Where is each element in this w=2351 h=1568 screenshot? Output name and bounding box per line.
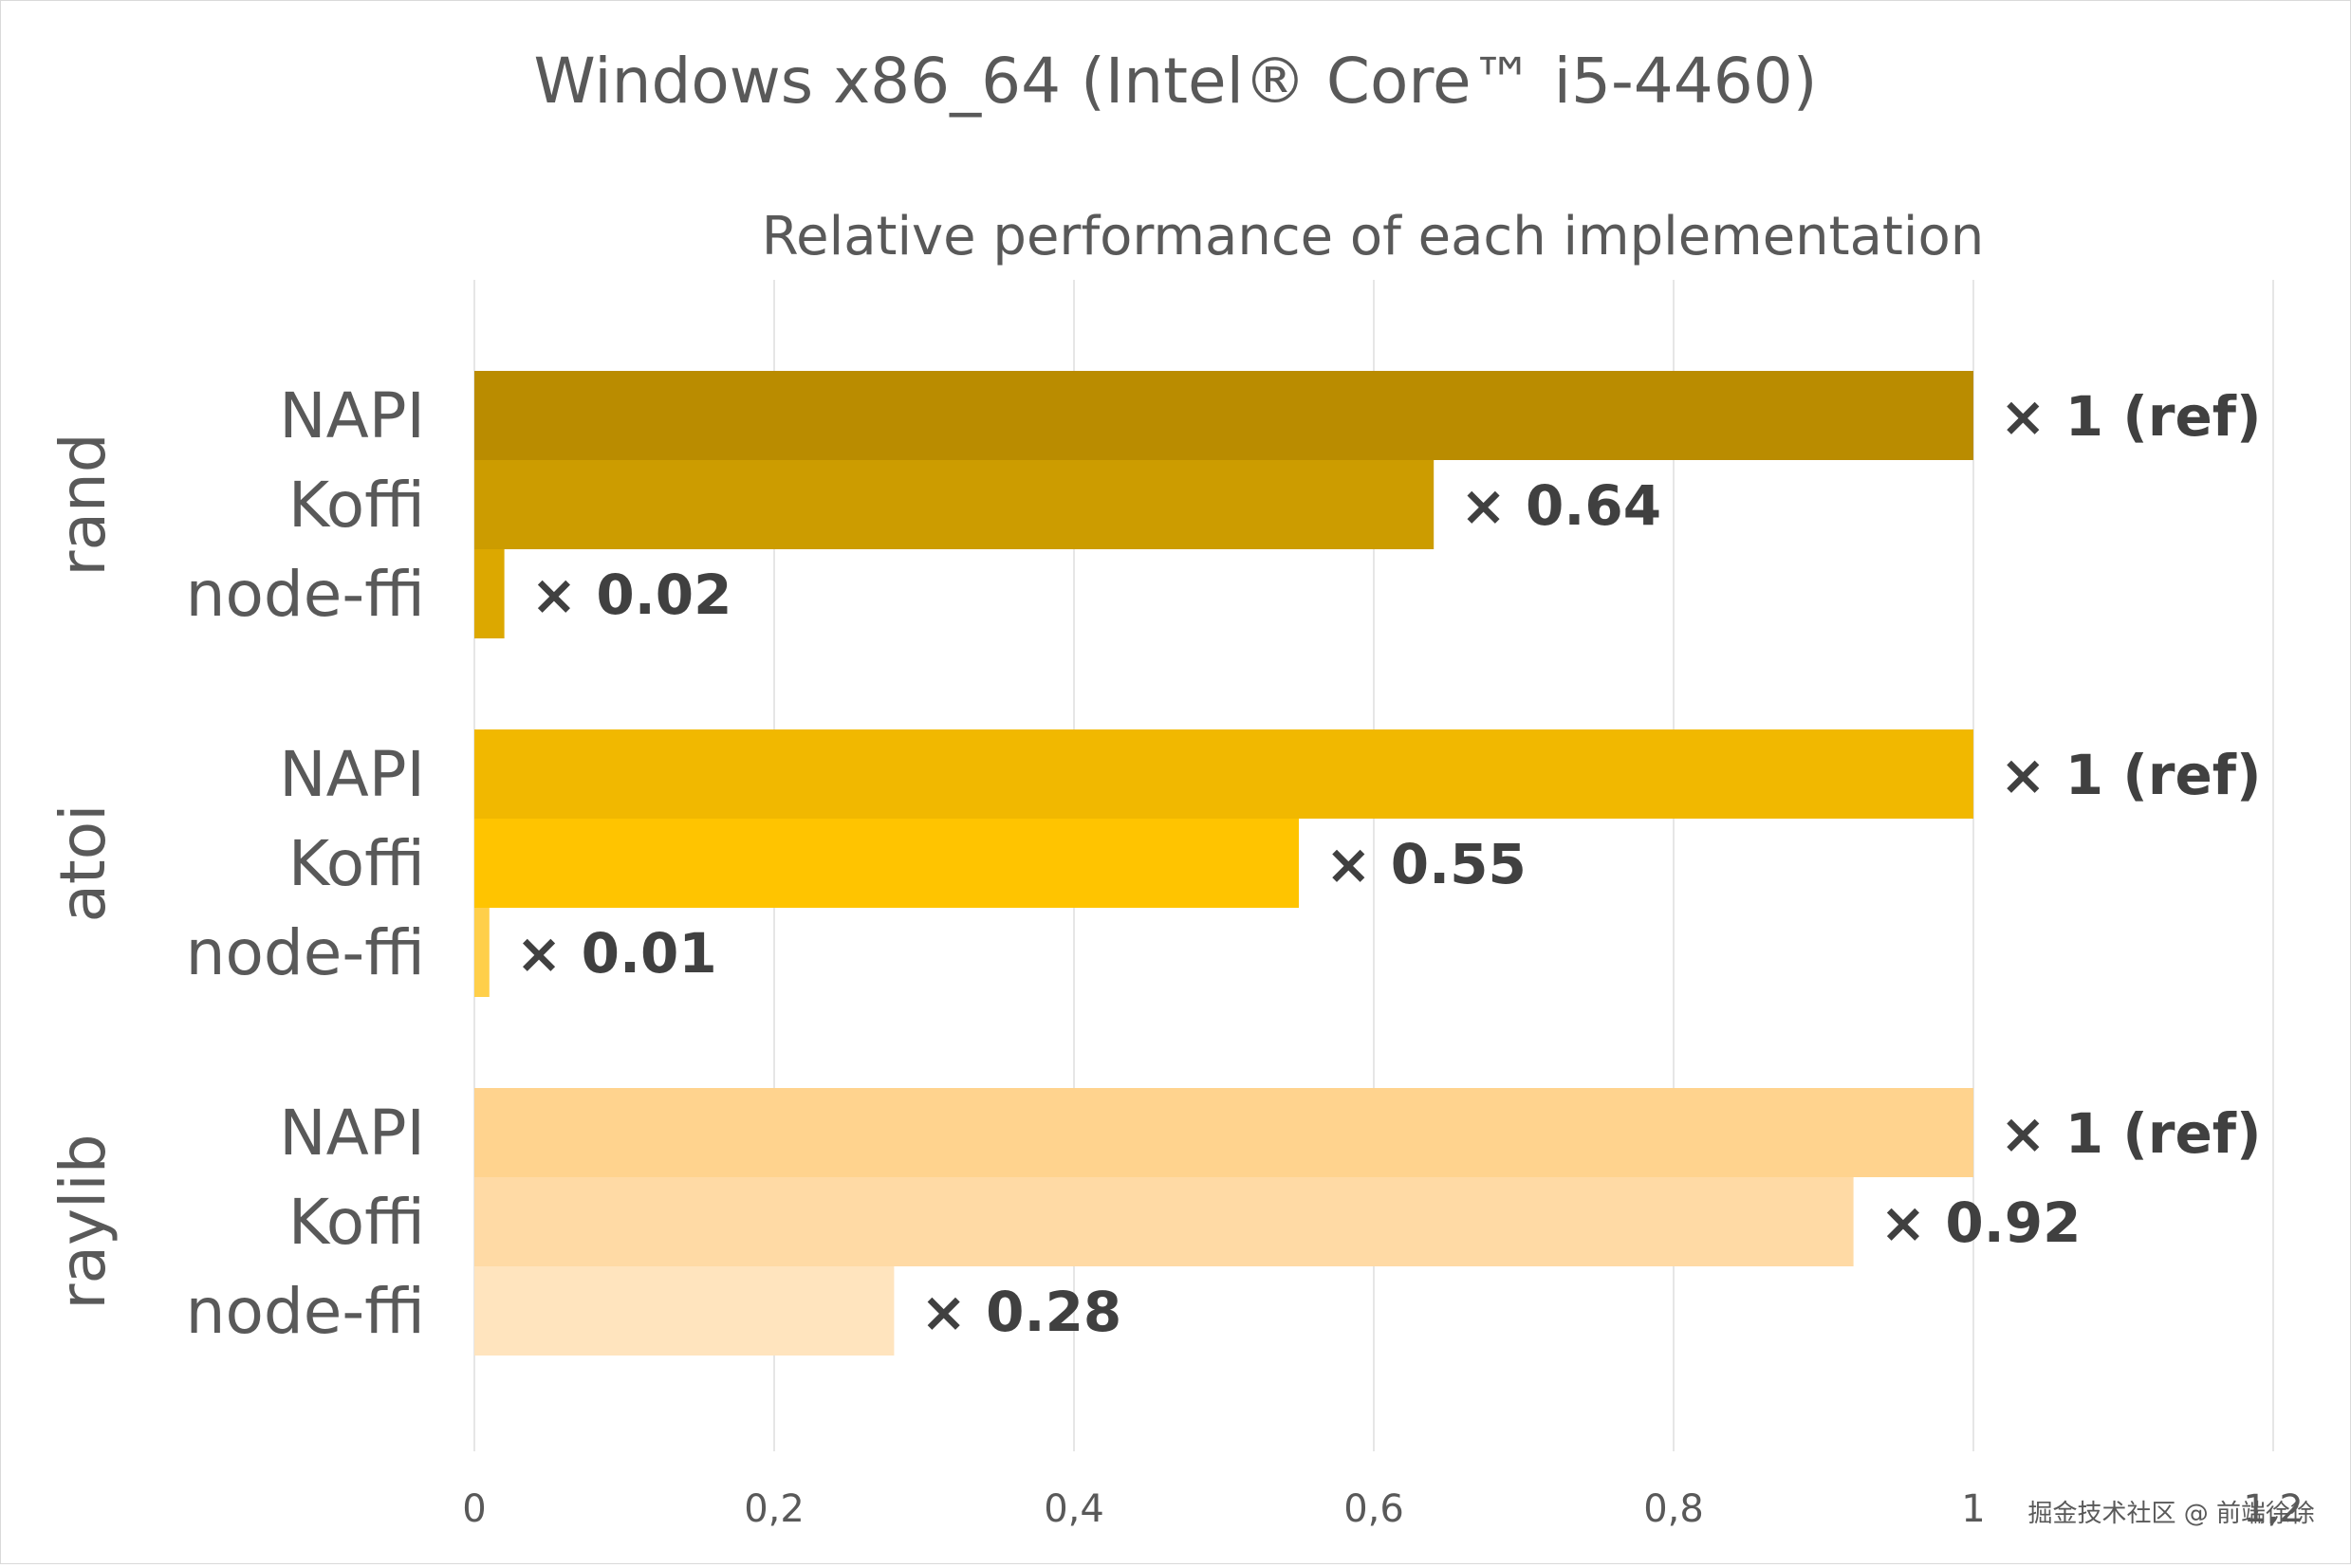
data-label: × 0.01 — [516, 921, 717, 986]
group-labels: rand atoi raylib — [46, 433, 120, 1309]
bar-raylib-koffi — [474, 1177, 1854, 1266]
bar-raylib-napi — [474, 1088, 1973, 1177]
category-label: Koffi — [288, 1186, 425, 1259]
bar-raylib-node-ffi — [474, 1266, 895, 1356]
bar-rand-koffi — [474, 460, 1435, 549]
data-labels: × 1 (ref) × 0.64 × 0.02 × 1 (ref) × 0.55 × 0.… — [516, 384, 2262, 1344]
bar-atoi-napi — [474, 729, 1973, 819]
category-label: Koffi — [288, 827, 425, 900]
bars — [474, 371, 1973, 1356]
x-tick-label: 0 — [462, 1487, 486, 1531]
bar-rand-napi — [474, 371, 1973, 460]
bar-atoi-node-ffi — [474, 908, 490, 997]
data-label: × 0.64 — [1460, 473, 1661, 538]
data-label: × 0.28 — [920, 1280, 1121, 1344]
bar-rand-node-ffi — [474, 549, 505, 638]
category-label: NAPI — [279, 379, 425, 452]
bar-atoi-koffi — [474, 819, 1299, 908]
category-label: NAPI — [279, 738, 425, 811]
data-label: × 0.55 — [1325, 832, 1527, 896]
data-label: × 1 (ref) — [2000, 1101, 2262, 1166]
data-label: × 1 (ref) — [2000, 743, 2262, 807]
category-label: node-ffi — [186, 1275, 425, 1348]
category-label: NAPI — [279, 1097, 425, 1170]
x-tick-label: 0,2 — [744, 1487, 805, 1531]
group-label-rand: rand — [46, 433, 120, 576]
group-label-atoi: atoi — [46, 803, 120, 922]
category-label: node-ffi — [186, 558, 425, 631]
data-label: × 0.02 — [531, 563, 732, 627]
data-label: × 0.92 — [1880, 1190, 2082, 1255]
chart-subtitle: Relative performance of each implementat… — [762, 206, 1984, 267]
watermark: 掘金技术社区 @ 前端徐徐 — [2027, 1500, 2315, 1528]
data-label: × 1 (ref) — [2000, 384, 2262, 449]
category-label: Koffi — [288, 469, 425, 542]
chart-title: Windows x86_64 (Intel® Core™ i5-4460) — [533, 45, 1817, 118]
x-tick-label: 1,2 — [2243, 1487, 2304, 1531]
group-label-raylib: raylib — [46, 1134, 120, 1309]
category-labels: NAPI Koffi node-ffi NAPI Koffi node-ffi NAPI Ko… — [186, 379, 425, 1348]
x-axis-tick-labels: 0 0,2 0,4 0,6 0,8 1 1,2 — [462, 1487, 2304, 1531]
x-tick-label: 0,6 — [1343, 1487, 1404, 1531]
x-tick-label: 1 — [1961, 1487, 1985, 1531]
x-tick-label: 0,8 — [1643, 1487, 1704, 1531]
x-tick-label: 0,4 — [1044, 1487, 1104, 1531]
category-label: node-ffi — [186, 916, 425, 989]
